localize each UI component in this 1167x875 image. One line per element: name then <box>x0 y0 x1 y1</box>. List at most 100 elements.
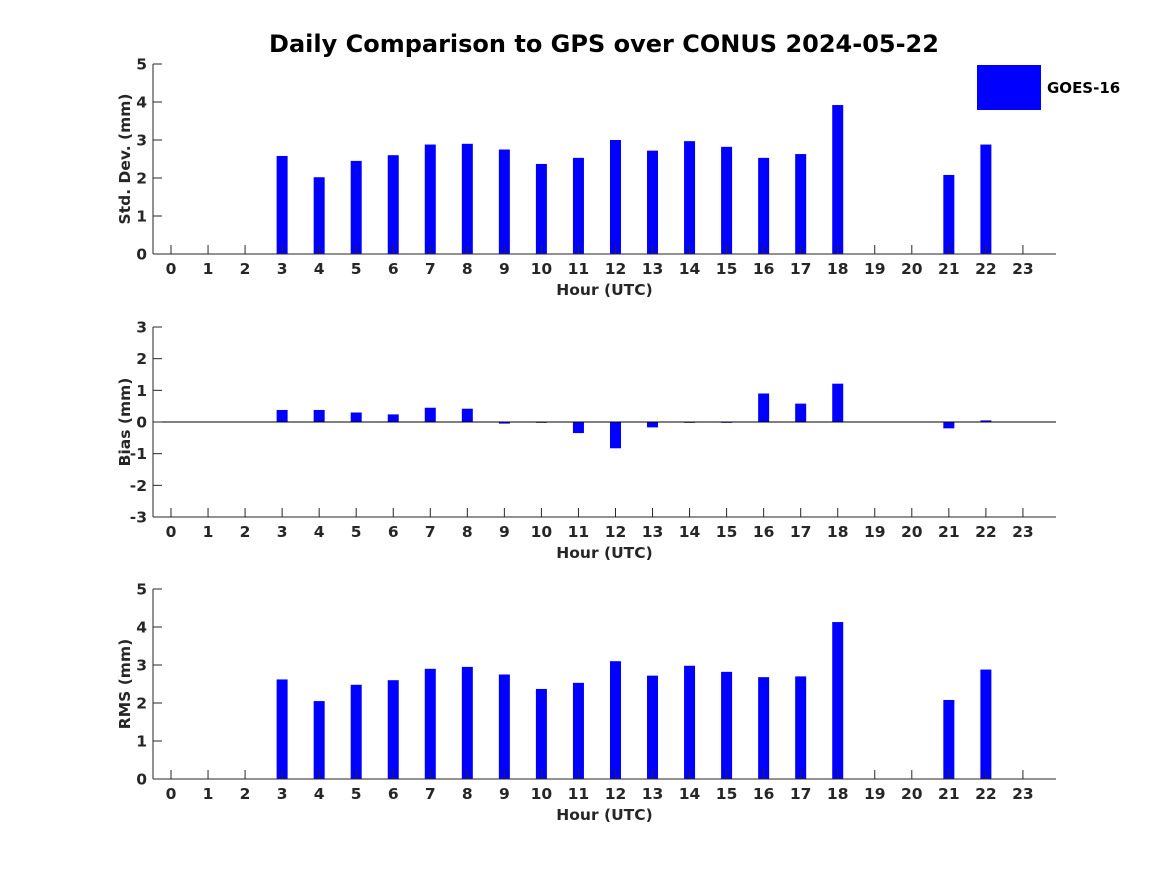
bar-std-dev-hour-9 <box>498 149 510 254</box>
y-tick-label-std-dev: 1 <box>136 208 147 226</box>
y-tick-label-std-dev: 0 <box>136 246 147 264</box>
x-tick-label-std-dev: 22 <box>975 260 997 278</box>
x-tick-label-rms: 14 <box>679 785 701 803</box>
x-tick-label-std-dev: 13 <box>642 260 664 278</box>
bar-rms-hour-4 <box>313 701 325 779</box>
x-tick-label-rms: 6 <box>388 785 399 803</box>
y-tick-label-rms: 2 <box>136 695 147 713</box>
bar-std-dev-hour-16 <box>758 157 770 254</box>
figure-title: Daily Comparison to GPS over CONUS 2024-… <box>269 30 939 58</box>
bar-bias-hour-7 <box>424 407 436 422</box>
x-tick-label-std-dev: 16 <box>753 260 775 278</box>
x-axis-label-rms: Hour (UTC) <box>556 806 652 824</box>
x-tick-label-std-dev: 11 <box>568 260 590 278</box>
x-tick-label-bias: 10 <box>531 523 553 541</box>
x-tick-label-rms: 20 <box>901 785 923 803</box>
bar-bias-hour-16 <box>758 393 770 422</box>
bar-std-dev-hour-22 <box>980 144 992 254</box>
bar-std-dev-hour-11 <box>572 157 584 254</box>
y-tick-label-bias: 3 <box>136 319 147 337</box>
bar-rms-hour-9 <box>498 674 510 779</box>
bar-std-dev-hour-6 <box>387 155 399 254</box>
x-tick-label-rms: 11 <box>568 785 590 803</box>
bar-rms-hour-11 <box>572 682 584 779</box>
bar-rms-hour-15 <box>721 671 733 779</box>
bar-rms-hour-22 <box>980 669 992 779</box>
x-tick-label-rms: 12 <box>605 785 627 803</box>
x-tick-label-std-dev: 14 <box>679 260 701 278</box>
x-tick-label-rms: 17 <box>790 785 812 803</box>
y-tick-label-bias: -3 <box>130 509 147 527</box>
bar-rms-hour-7 <box>424 668 436 779</box>
x-tick-label-bias: 21 <box>938 523 960 541</box>
x-tick-label-bias: 1 <box>203 523 214 541</box>
x-tick-label-std-dev: 18 <box>827 260 849 278</box>
bar-rms-hour-16 <box>758 677 770 779</box>
x-tick-label-bias: 0 <box>166 523 177 541</box>
x-tick-label-std-dev: 8 <box>462 260 473 278</box>
x-tick-label-bias: 19 <box>864 523 886 541</box>
x-tick-label-std-dev: 15 <box>716 260 738 278</box>
x-tick-label-bias: 13 <box>642 523 664 541</box>
y-tick-label-std-dev: 3 <box>136 132 147 150</box>
bar-std-dev-hour-14 <box>684 141 696 254</box>
y-tick-label-rms: 3 <box>136 657 147 675</box>
y-axis-label-std-dev: Std. Dev. (mm) <box>116 94 134 225</box>
y-tick-label-rms: 1 <box>136 733 147 751</box>
x-tick-label-bias: 11 <box>568 523 590 541</box>
x-tick-label-rms: 0 <box>166 785 177 803</box>
x-tick-label-rms: 8 <box>462 785 473 803</box>
x-tick-label-bias: 5 <box>351 523 362 541</box>
bar-std-dev-hour-3 <box>276 155 288 254</box>
x-tick-label-rms: 13 <box>642 785 664 803</box>
bar-bias-hour-12 <box>609 422 621 449</box>
x-tick-label-std-dev: 19 <box>864 260 886 278</box>
x-tick-label-bias: 18 <box>827 523 849 541</box>
y-tick-label-std-dev: 2 <box>136 170 147 188</box>
bar-std-dev-hour-8 <box>461 143 473 254</box>
y-tick-label-std-dev: 5 <box>136 56 147 74</box>
x-tick-label-std-dev: 12 <box>605 260 627 278</box>
x-tick-label-bias: 17 <box>790 523 812 541</box>
x-tick-label-bias: 9 <box>499 523 510 541</box>
bar-rms-hour-14 <box>684 665 696 779</box>
bar-std-dev-hour-5 <box>350 160 362 254</box>
y-tick-label-bias: -2 <box>130 477 147 495</box>
bar-bias-hour-4 <box>313 409 325 422</box>
bar-bias-hour-9 <box>498 422 510 424</box>
x-tick-label-std-dev: 7 <box>425 260 436 278</box>
bar-bias-hour-8 <box>461 408 473 422</box>
x-tick-label-bias: 4 <box>314 523 325 541</box>
x-axis-label-bias: Hour (UTC) <box>556 544 652 562</box>
y-tick-label-rms: 4 <box>136 619 147 637</box>
bar-rms-hour-18 <box>832 622 844 779</box>
bar-std-dev-hour-18 <box>832 105 844 254</box>
bar-bias-hour-18 <box>832 383 844 422</box>
y-tick-label-rms: 0 <box>136 771 147 789</box>
bar-std-dev-hour-10 <box>535 163 547 254</box>
x-tick-label-std-dev: 10 <box>531 260 553 278</box>
bar-rms-hour-3 <box>276 679 288 779</box>
x-tick-label-rms: 18 <box>827 785 849 803</box>
bar-std-dev-hour-17 <box>795 154 807 254</box>
y-tick-label-std-dev: 4 <box>136 94 147 112</box>
bar-rms-hour-8 <box>461 666 473 779</box>
bar-rms-hour-10 <box>535 688 547 779</box>
x-axis-label-std-dev: Hour (UTC) <box>556 281 652 299</box>
y-tick-label-rms: 5 <box>136 581 147 599</box>
x-tick-label-std-dev: 3 <box>277 260 288 278</box>
bar-std-dev-hour-12 <box>609 140 621 254</box>
y-tick-label-bias: 1 <box>136 382 147 400</box>
bar-std-dev-hour-4 <box>313 177 325 254</box>
x-tick-label-rms: 23 <box>1012 785 1034 803</box>
bar-bias-hour-13 <box>647 422 659 428</box>
x-tick-label-bias: 2 <box>240 523 251 541</box>
x-tick-label-rms: 4 <box>314 785 325 803</box>
y-tick-label-bias: 0 <box>136 414 147 432</box>
legend: GOES-16 <box>977 65 1120 110</box>
